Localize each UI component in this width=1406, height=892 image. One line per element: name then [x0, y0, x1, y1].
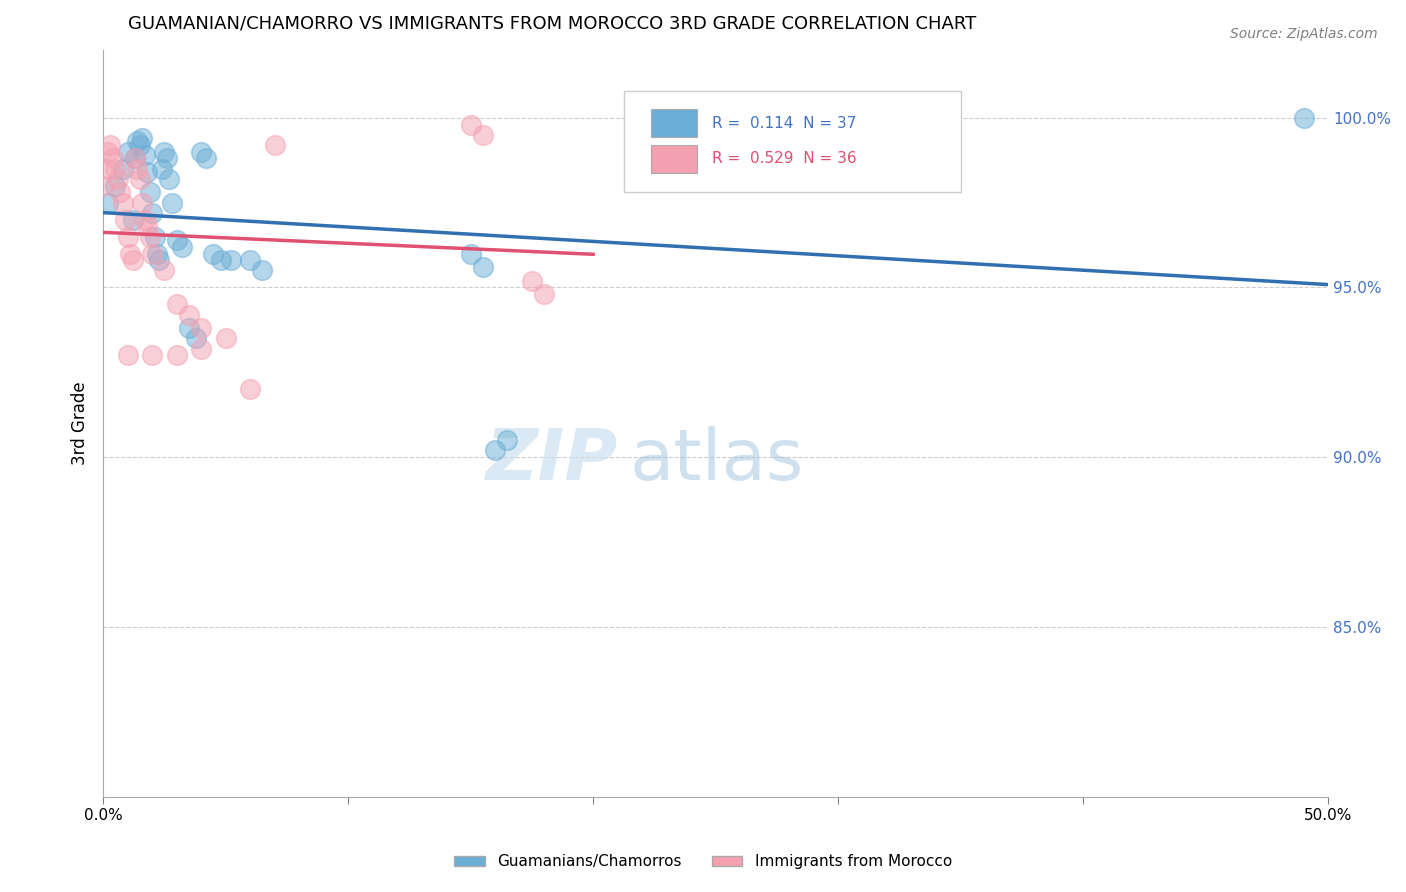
Point	[104, 178, 127, 193]
Point	[153, 263, 176, 277]
Point	[134, 212, 156, 227]
Point	[101, 152, 124, 166]
Text: GUAMANIAN/CHAMORRO VS IMMIGRANTS FROM MOROCCO 3RD GRADE CORRELATION CHART: GUAMANIAN/CHAMORRO VS IMMIGRANTS FROM MO…	[128, 15, 976, 33]
Bar	[651, 145, 697, 173]
Text: R =  0.529  N = 36: R = 0.529 N = 36	[711, 152, 856, 167]
Text: Source: ZipAtlas.com: Source: ZipAtlas.com	[1230, 27, 1378, 41]
Point	[111, 161, 134, 176]
Point	[520, 274, 543, 288]
FancyBboxPatch shape	[624, 91, 960, 192]
Point	[97, 195, 120, 210]
Text: atlas: atlas	[630, 426, 804, 495]
Point	[157, 171, 180, 186]
Point	[148, 253, 170, 268]
Point	[110, 186, 132, 200]
Point	[460, 246, 482, 260]
Point	[460, 118, 482, 132]
Point	[120, 246, 142, 260]
Point	[177, 308, 200, 322]
Point	[104, 161, 127, 176]
Point	[97, 145, 120, 159]
Point	[160, 195, 183, 210]
Point	[195, 152, 218, 166]
Point	[170, 240, 193, 254]
Point	[263, 137, 285, 152]
Point	[484, 443, 506, 458]
Point	[136, 165, 159, 179]
Point	[239, 253, 262, 268]
Point	[209, 253, 232, 268]
Point	[141, 348, 163, 362]
Point	[166, 297, 188, 311]
Point	[121, 253, 143, 268]
Point	[1292, 111, 1315, 125]
Point	[150, 161, 173, 176]
Point	[127, 161, 149, 176]
Point	[153, 145, 176, 159]
Text: R =  0.114  N = 37: R = 0.114 N = 37	[711, 116, 856, 130]
Point	[94, 161, 117, 176]
Point	[131, 131, 153, 145]
Point	[219, 253, 242, 268]
Point	[202, 246, 225, 260]
Point	[127, 135, 149, 149]
Point	[117, 145, 139, 159]
Point	[114, 212, 136, 227]
Y-axis label: 3rd Grade: 3rd Grade	[72, 382, 89, 465]
Point	[117, 229, 139, 244]
Point	[166, 348, 188, 362]
Point	[190, 145, 212, 159]
Point	[166, 233, 188, 247]
Point	[533, 287, 555, 301]
Point	[190, 342, 212, 356]
Legend: Guamanians/Chamorros, Immigrants from Morocco: Guamanians/Chamorros, Immigrants from Mo…	[449, 848, 957, 875]
Point	[128, 137, 150, 152]
Point	[496, 434, 519, 448]
Point	[128, 171, 150, 186]
Text: ZIP: ZIP	[485, 426, 617, 495]
Point	[141, 246, 163, 260]
Point	[214, 331, 236, 345]
Point	[177, 321, 200, 335]
Point	[471, 260, 494, 274]
Point	[117, 348, 139, 362]
Point	[138, 229, 160, 244]
Point	[107, 171, 129, 186]
Point	[143, 229, 166, 244]
Point	[141, 206, 163, 220]
Point	[156, 152, 179, 166]
Point	[136, 219, 159, 234]
Point	[134, 148, 156, 162]
Point	[131, 195, 153, 210]
Point	[111, 195, 134, 210]
Bar	[651, 109, 697, 137]
Point	[252, 263, 274, 277]
Point	[100, 137, 122, 152]
Point	[121, 212, 143, 227]
Point	[186, 331, 208, 345]
Point	[138, 186, 160, 200]
Point	[124, 152, 146, 166]
Point	[190, 321, 212, 335]
Point	[146, 246, 169, 260]
Point	[239, 382, 262, 396]
Point	[91, 178, 114, 193]
Point	[124, 152, 146, 166]
Point	[471, 128, 494, 142]
